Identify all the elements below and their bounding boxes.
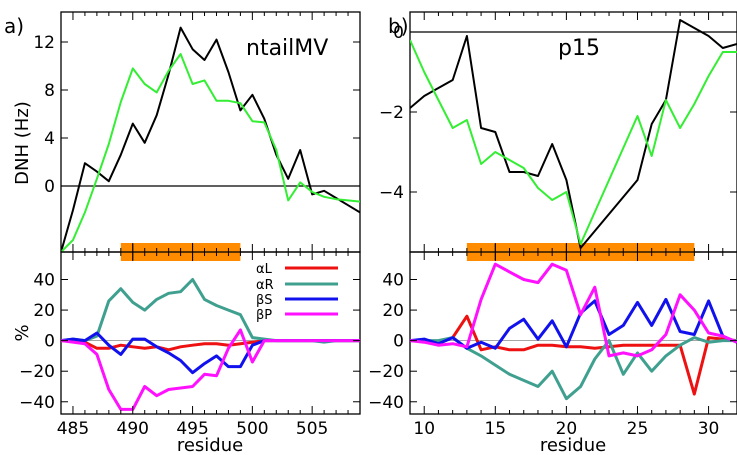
y-tick-label: −20 xyxy=(19,362,55,382)
x-tick-label: 15 xyxy=(484,419,506,439)
y-tick-label: −2 xyxy=(379,103,404,123)
legend-label-ar: αR xyxy=(256,278,274,293)
series-line-green xyxy=(61,53,360,252)
series-line-βS xyxy=(61,331,360,375)
legend: αL αR βS βP xyxy=(256,262,338,323)
x-tick-label: 20 xyxy=(556,419,578,439)
series-line-αL xyxy=(410,314,737,396)
x-axis-label-b: residue xyxy=(540,435,606,455)
panel-label-a: a) xyxy=(4,14,24,38)
y-tick-label: 12 xyxy=(33,33,55,53)
y-tick-label: −4 xyxy=(379,183,404,203)
x-tick-label: 495 xyxy=(176,419,208,439)
x-tick-label: 505 xyxy=(296,419,328,439)
x-axis-label-a: residue xyxy=(177,435,243,455)
x-tick-label: 25 xyxy=(627,419,649,439)
y-tick-label: 4 xyxy=(44,129,55,149)
y-tick-label: 0 xyxy=(393,332,404,352)
chart-title-ntailmv: ntailMV xyxy=(246,36,328,61)
series-line-βP xyxy=(410,262,737,358)
chart-title-p15: p15 xyxy=(558,36,600,61)
legend-label-al: αL xyxy=(256,262,273,277)
panel-label-b: b) xyxy=(388,14,409,38)
series-line-black xyxy=(410,19,737,249)
series-line-αR xyxy=(61,278,360,344)
x-tick-label: 500 xyxy=(236,419,268,439)
panel-b-top: 0 −2 −4 b) p15 xyxy=(379,11,737,261)
y-tick-label: −40 xyxy=(368,393,404,413)
x-tick-label: 485 xyxy=(57,419,89,439)
x-tick-label: 30 xyxy=(698,419,720,439)
legend-label-bp: βP xyxy=(256,308,272,323)
y-axis-label-dnh: DNH (Hz) xyxy=(12,101,33,185)
series-line-black xyxy=(61,26,360,252)
y-tick-label: 40 xyxy=(382,271,404,291)
y-tick-label: 40 xyxy=(33,271,55,291)
x-tick-label: 490 xyxy=(117,419,149,439)
y-tick-label: −40 xyxy=(19,393,55,413)
y-tick-label: 20 xyxy=(33,301,55,321)
y-tick-label: 0 xyxy=(44,177,55,197)
series-line-green xyxy=(410,39,737,245)
panel-a-top: 0 4 8 12 a) ntailMV DNH (Hz) xyxy=(4,11,361,261)
y-tick-label: 0 xyxy=(393,23,404,43)
x-tick-label: 10 xyxy=(413,419,435,439)
y-tick-label: 20 xyxy=(382,301,404,321)
y-tick-label: 0 xyxy=(44,332,55,352)
series-line-βP xyxy=(61,328,360,411)
y-axis-label-percent: % xyxy=(12,324,33,341)
legend-label-bs: βS xyxy=(256,293,273,308)
y-tick-label: −20 xyxy=(368,362,404,382)
panel-b-bottom: 40 20 0 −20 −40 10 15 20 25 30 residue xyxy=(368,251,737,455)
y-tick-label: 8 xyxy=(44,81,55,101)
